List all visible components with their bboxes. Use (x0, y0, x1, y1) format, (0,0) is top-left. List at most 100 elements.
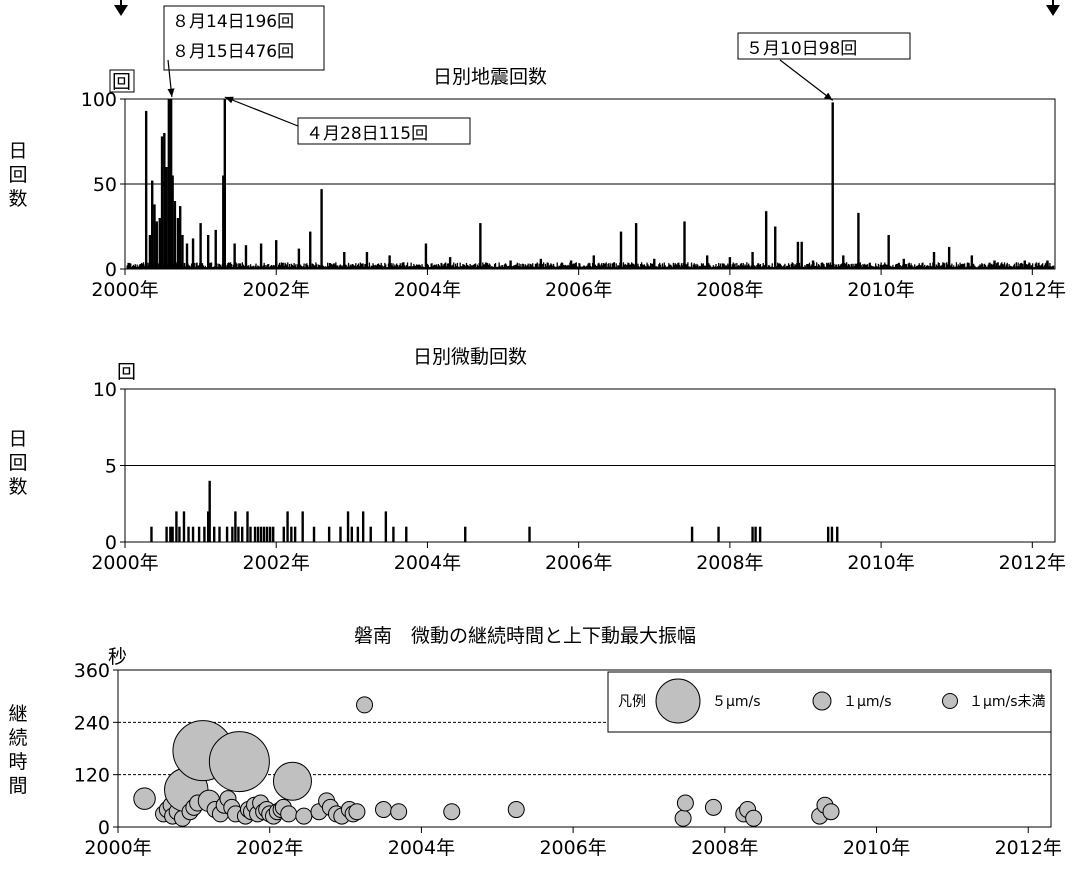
bar (511, 266, 513, 269)
bar (206, 511, 210, 542)
legend-title: 凡例 (618, 694, 646, 710)
bar (264, 264, 266, 269)
bar (1017, 262, 1019, 269)
bar (251, 266, 254, 269)
bar (286, 265, 288, 269)
legend-label: ５μm/s (712, 694, 761, 710)
bar (688, 266, 690, 269)
bar (854, 265, 856, 269)
bar (479, 223, 482, 269)
bar (610, 263, 612, 269)
bar (822, 263, 824, 269)
bar (545, 265, 547, 269)
bar (548, 265, 550, 269)
bar (489, 264, 491, 269)
bar (906, 266, 909, 269)
bar (348, 266, 351, 269)
bar (169, 526, 172, 542)
bar (233, 243, 236, 269)
bar (327, 265, 330, 269)
unit-label: 回 (112, 71, 131, 93)
bar (391, 265, 393, 269)
bar (601, 263, 603, 269)
bar (230, 264, 233, 269)
bar (409, 266, 411, 269)
bar (808, 262, 811, 269)
bar (460, 266, 462, 269)
bar (432, 266, 434, 269)
bar (290, 263, 293, 269)
bar (772, 267, 774, 269)
bar (720, 267, 723, 269)
bar (749, 266, 752, 269)
bar (914, 264, 916, 269)
bar (350, 526, 354, 542)
bar (742, 262, 744, 269)
bar (140, 263, 142, 269)
bar (253, 526, 257, 542)
bar (231, 267, 234, 269)
bar (607, 263, 609, 269)
bar (355, 263, 357, 269)
bar (1025, 264, 1027, 269)
bar (226, 264, 228, 269)
bar (349, 264, 352, 269)
bar (935, 264, 938, 269)
bar (464, 264, 466, 269)
bar (526, 265, 528, 269)
bar (316, 264, 318, 269)
bar (536, 262, 538, 269)
bar (155, 221, 158, 269)
bar (262, 526, 266, 542)
bar (370, 265, 372, 269)
bar (787, 263, 790, 269)
bar (303, 263, 305, 269)
bar (872, 266, 874, 269)
bar (249, 267, 251, 269)
bar (171, 175, 174, 269)
bar (275, 240, 278, 269)
bar (281, 263, 283, 269)
bar (484, 262, 487, 269)
bar (160, 136, 164, 269)
bar (748, 263, 750, 269)
bar (640, 262, 643, 269)
bar (769, 267, 772, 269)
bar (1028, 262, 1030, 269)
bar (627, 262, 629, 269)
bar (212, 266, 215, 269)
legend-label: １μm/s未満 (969, 694, 1046, 710)
bar (598, 262, 600, 269)
bar (204, 265, 206, 269)
bar (679, 264, 681, 269)
bar (767, 265, 770, 269)
bar (650, 263, 652, 269)
bar (665, 266, 667, 269)
bar (206, 235, 210, 269)
x-tick-label: 2012年 (999, 279, 1066, 301)
bar (1023, 260, 1026, 269)
bar (730, 267, 733, 269)
bar (199, 223, 202, 269)
data-point (704, 798, 722, 816)
bar (1012, 267, 1014, 269)
bar (919, 265, 921, 269)
bar (424, 243, 428, 269)
bar (193, 262, 195, 269)
bar (746, 262, 748, 269)
bar (993, 260, 996, 269)
bar (1021, 262, 1023, 269)
bar (965, 266, 968, 269)
bar (407, 266, 410, 269)
bar (128, 262, 130, 269)
bar (364, 264, 366, 269)
bar (661, 263, 664, 269)
bar (411, 266, 413, 269)
x-tick-label: 2004年 (394, 552, 461, 574)
data-point (390, 803, 408, 821)
bar (704, 265, 706, 269)
bar (787, 265, 789, 269)
bar (445, 266, 448, 269)
bar (963, 264, 965, 269)
x-tick-label: 2006年 (545, 279, 612, 301)
